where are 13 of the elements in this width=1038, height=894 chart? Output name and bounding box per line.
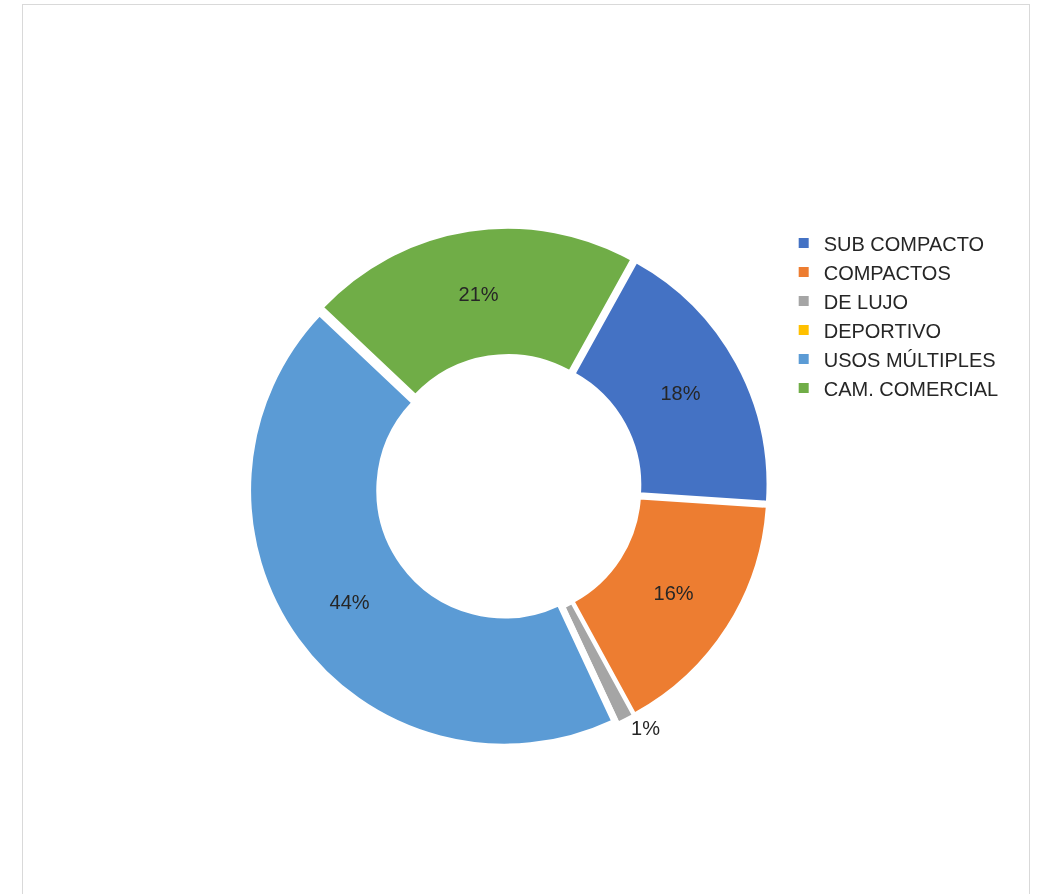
legend-label: DEPORTIVO [823,319,942,342]
donut-slice [573,261,769,503]
legend-label: SUB COMPACTO [823,232,985,255]
data-label: 16% [653,581,694,604]
data-label: 21% [458,282,499,305]
legend-label: CAM. COMERCIAL [823,377,999,400]
donut-slice [321,226,633,396]
data-label: 44% [329,590,370,613]
legend-label: USOS MÚLTIPLES [823,348,996,371]
data-label: 1% [631,716,661,739]
legend-label: DE LUJO [823,290,909,313]
data-label: 18% [660,382,701,405]
legend-label: COMPACTOS [823,261,951,284]
